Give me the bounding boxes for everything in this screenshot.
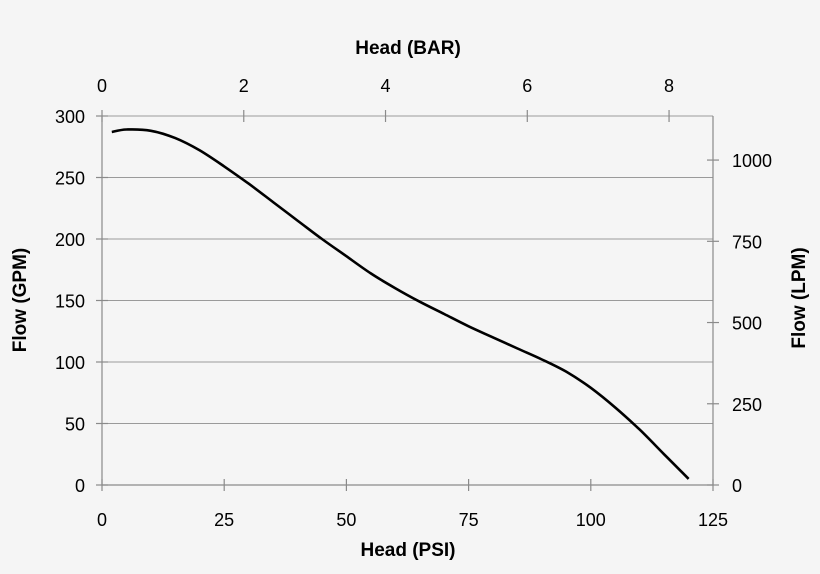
y-tick-label: 50 — [65, 415, 85, 435]
y-tick-label: 100 — [55, 353, 85, 373]
x-tick-label: 75 — [459, 510, 479, 530]
x-tick-label: 25 — [214, 510, 234, 530]
y-tick-label: 300 — [55, 107, 85, 127]
flow-curve — [111, 128, 690, 480]
y2-tick-label: 0 — [732, 476, 742, 496]
y-tick-label: 200 — [55, 230, 85, 250]
y-tick-label: 150 — [55, 292, 85, 312]
y-axis-title: Flow (GPM) — [10, 248, 31, 352]
y-tick-label: 250 — [55, 169, 85, 189]
x2-tick-label: 6 — [522, 76, 532, 96]
x-tick-label: 125 — [698, 510, 728, 530]
y2-tick-label: 250 — [732, 395, 762, 415]
x2-tick-label: 4 — [381, 76, 391, 96]
x2-axis-title: Head (BAR) — [355, 38, 461, 59]
x-axis-title: Head (PSI) — [360, 540, 455, 561]
x2-tick-label: 0 — [97, 76, 107, 96]
gridlines — [102, 115, 713, 424]
x2-tick-label: 2 — [239, 76, 249, 96]
y2-tick-label: 750 — [732, 232, 762, 252]
y2-tick-label: 500 — [732, 314, 762, 334]
series-layer — [111, 128, 690, 480]
y-tick-label: 0 — [75, 476, 85, 496]
x-tick-label: 100 — [576, 510, 606, 530]
x-tick-label: 50 — [336, 510, 356, 530]
y2-axis-title: Flow (LPM) — [789, 247, 810, 348]
y2-tick-label: 1000 — [732, 151, 772, 171]
x-tick-label: 0 — [97, 510, 107, 530]
x2-tick-label: 8 — [664, 76, 674, 96]
tick-marks — [96, 110, 719, 491]
